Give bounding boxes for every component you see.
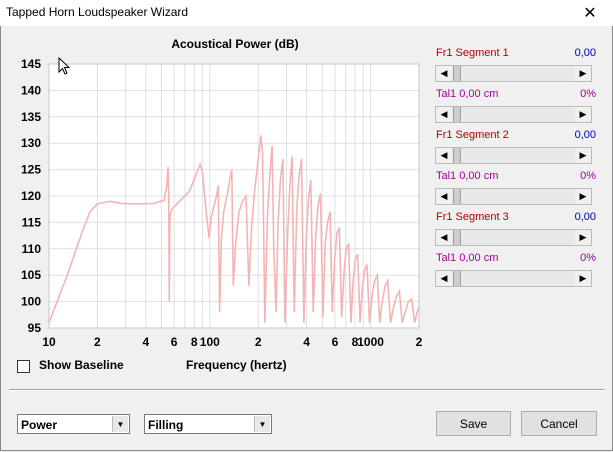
fill-select[interactable]: Filling ▼: [144, 414, 272, 434]
x-tick-label: 2: [255, 335, 262, 349]
segment-1-value: 0,00: [574, 47, 596, 59]
x-tick-label: 6: [332, 335, 339, 349]
x-tick-label: 1000: [357, 335, 384, 349]
mode-select[interactable]: Power ▼: [17, 414, 130, 434]
scroll-right-icon[interactable]: ▶: [575, 189, 591, 204]
x-tick-label: 100: [200, 335, 220, 349]
mouse-pointer-icon: [58, 57, 71, 75]
x-tick-label: 4: [303, 335, 310, 349]
taper-2-scrollbar[interactable]: ◀ ▶: [435, 188, 592, 205]
x-axis-label: Frequency (hertz): [186, 358, 287, 372]
y-tick-label: 95: [28, 321, 42, 335]
window-title: Tapped Horn Loudspeaker Wizard: [6, 5, 189, 19]
segment-2-scrollbar[interactable]: ◀ ▶: [435, 147, 592, 164]
separator: [9, 389, 604, 391]
y-tick-label: 115: [22, 215, 42, 229]
x-tick-label: 4: [142, 335, 149, 349]
scroll-thumb[interactable]: [453, 189, 461, 204]
scroll-thumb[interactable]: [453, 107, 461, 122]
x-tick-label: 8: [191, 335, 198, 349]
scroll-right-icon[interactable]: ▶: [575, 107, 591, 122]
taper-3-scrollbar[interactable]: ◀ ▶: [435, 270, 592, 287]
plot-border: [48, 63, 420, 329]
taper-1-value: 0%: [580, 88, 596, 100]
cancel-button[interactable]: Cancel: [521, 411, 597, 436]
taper-3-value: 0%: [580, 252, 596, 264]
x-tick-label: 6: [171, 335, 178, 349]
scroll-thumb[interactable]: [453, 148, 461, 163]
show-baseline-label[interactable]: Show Baseline: [39, 358, 124, 372]
scroll-left-icon[interactable]: ◀: [436, 189, 452, 204]
scroll-left-icon[interactable]: ◀: [436, 230, 452, 245]
segment-2-label: Fr1 Segment 2: [436, 129, 509, 141]
y-tick-label: 140: [21, 83, 41, 97]
taper-2-value: 0%: [580, 170, 596, 182]
segment-1-scrollbar[interactable]: ◀ ▶: [435, 65, 592, 82]
scroll-right-icon[interactable]: ▶: [575, 271, 591, 286]
scroll-left-icon[interactable]: ◀: [436, 107, 452, 122]
segment-3-value: 0,00: [574, 211, 596, 223]
scroll-thumb[interactable]: [453, 230, 461, 245]
y-tick-label: 120: [21, 189, 41, 203]
scroll-left-icon[interactable]: ◀: [436, 148, 452, 163]
scroll-thumb[interactable]: [453, 66, 461, 81]
scroll-left-icon[interactable]: ◀: [436, 271, 452, 286]
scroll-right-icon[interactable]: ▶: [575, 66, 591, 81]
scroll-thumb[interactable]: [453, 271, 461, 286]
segment-3-scrollbar[interactable]: ◀ ▶: [435, 229, 592, 246]
y-tick-label: 135: [21, 110, 41, 124]
x-tick-label: 2: [416, 335, 423, 349]
scroll-right-icon[interactable]: ▶: [575, 148, 591, 163]
power-response-line: [48, 135, 420, 323]
y-tick-label: 100: [21, 295, 41, 309]
y-tick-label: 105: [21, 268, 41, 282]
fill-select-value: Filling: [148, 418, 184, 432]
x-tick-label: 8: [352, 335, 359, 349]
segment-1-label: Fr1 Segment 1: [436, 47, 509, 59]
y-tick-label: 145: [21, 57, 41, 71]
taper-1-scrollbar[interactable]: ◀ ▶: [435, 106, 592, 123]
segment-2-value: 0,00: [574, 129, 596, 141]
y-tick-label: 130: [21, 136, 41, 150]
scroll-right-icon[interactable]: ▶: [575, 230, 591, 245]
chevron-down-icon[interactable]: ▼: [254, 416, 270, 432]
segment-3-label: Fr1 Segment 3: [436, 211, 509, 223]
y-tick-label: 125: [21, 163, 41, 177]
save-button[interactable]: Save: [436, 411, 511, 436]
taper-2-label: Tal1 0,00 cm: [436, 170, 499, 182]
scroll-left-icon[interactable]: ◀: [436, 66, 452, 81]
chevron-down-icon[interactable]: ▼: [112, 416, 128, 432]
show-baseline-checkbox[interactable]: [17, 360, 30, 373]
close-icon[interactable]: ✕: [583, 5, 597, 22]
taper-1-label: Tal1 0,00 cm: [436, 88, 499, 100]
mode-select-value: Power: [21, 418, 58, 432]
chart-title: Acoustical Power (dB): [171, 37, 299, 51]
x-tick-label: 2: [94, 335, 101, 349]
taper-3-label: Tal1 0,00 cm: [436, 252, 499, 264]
title-bar: Tapped Horn Loudspeaker Wizard ✕: [0, 0, 613, 26]
y-tick-label: 110: [22, 242, 42, 256]
x-tick-label: 10: [42, 335, 56, 349]
